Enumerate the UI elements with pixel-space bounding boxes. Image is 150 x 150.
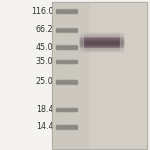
Bar: [56, 12, 76, 13]
Bar: [52, 2, 147, 148]
Bar: [56, 28, 76, 29]
Bar: [90, 2, 147, 148]
Text: 25.0: 25.0: [36, 77, 53, 86]
Bar: [80, 37, 123, 38]
Text: 18.4: 18.4: [36, 105, 53, 114]
Bar: [80, 42, 123, 43]
Bar: [80, 48, 123, 49]
Bar: [56, 29, 76, 30]
Text: 35.0: 35.0: [36, 57, 53, 66]
Bar: [120, 33, 123, 51]
Bar: [56, 128, 76, 129]
Bar: [52, 2, 147, 148]
Bar: [56, 82, 76, 83]
Bar: [56, 9, 76, 10]
Bar: [80, 35, 123, 36]
Bar: [80, 33, 123, 36]
Bar: [80, 38, 123, 39]
Bar: [80, 39, 123, 40]
Bar: [56, 10, 76, 11]
Bar: [80, 34, 123, 35]
Bar: [80, 33, 83, 51]
Bar: [56, 80, 76, 81]
Bar: [56, 62, 76, 63]
Bar: [80, 45, 123, 46]
Text: 45.0: 45.0: [36, 43, 53, 52]
Text: 14.4: 14.4: [36, 122, 53, 131]
Bar: [56, 109, 76, 110]
Bar: [56, 108, 76, 109]
Bar: [56, 45, 76, 46]
Bar: [56, 126, 76, 127]
Bar: [80, 49, 123, 50]
Bar: [56, 61, 76, 62]
Bar: [56, 125, 76, 126]
Bar: [80, 48, 123, 51]
Bar: [80, 41, 123, 42]
Bar: [80, 44, 123, 45]
Text: 66.2: 66.2: [36, 26, 53, 34]
Bar: [56, 60, 76, 61]
Bar: [80, 46, 123, 47]
Bar: [56, 61, 76, 62]
Bar: [56, 11, 76, 12]
Bar: [80, 43, 123, 44]
Bar: [80, 50, 123, 51]
Bar: [80, 40, 123, 41]
Bar: [56, 110, 76, 111]
Bar: [80, 33, 123, 34]
Bar: [56, 46, 76, 47]
Text: 116.0: 116.0: [31, 7, 53, 16]
Bar: [56, 47, 76, 48]
Bar: [56, 81, 76, 82]
Bar: [80, 47, 123, 48]
Bar: [56, 83, 76, 84]
Bar: [56, 30, 76, 31]
Bar: [80, 36, 123, 37]
Bar: [56, 48, 76, 49]
Bar: [56, 127, 76, 128]
